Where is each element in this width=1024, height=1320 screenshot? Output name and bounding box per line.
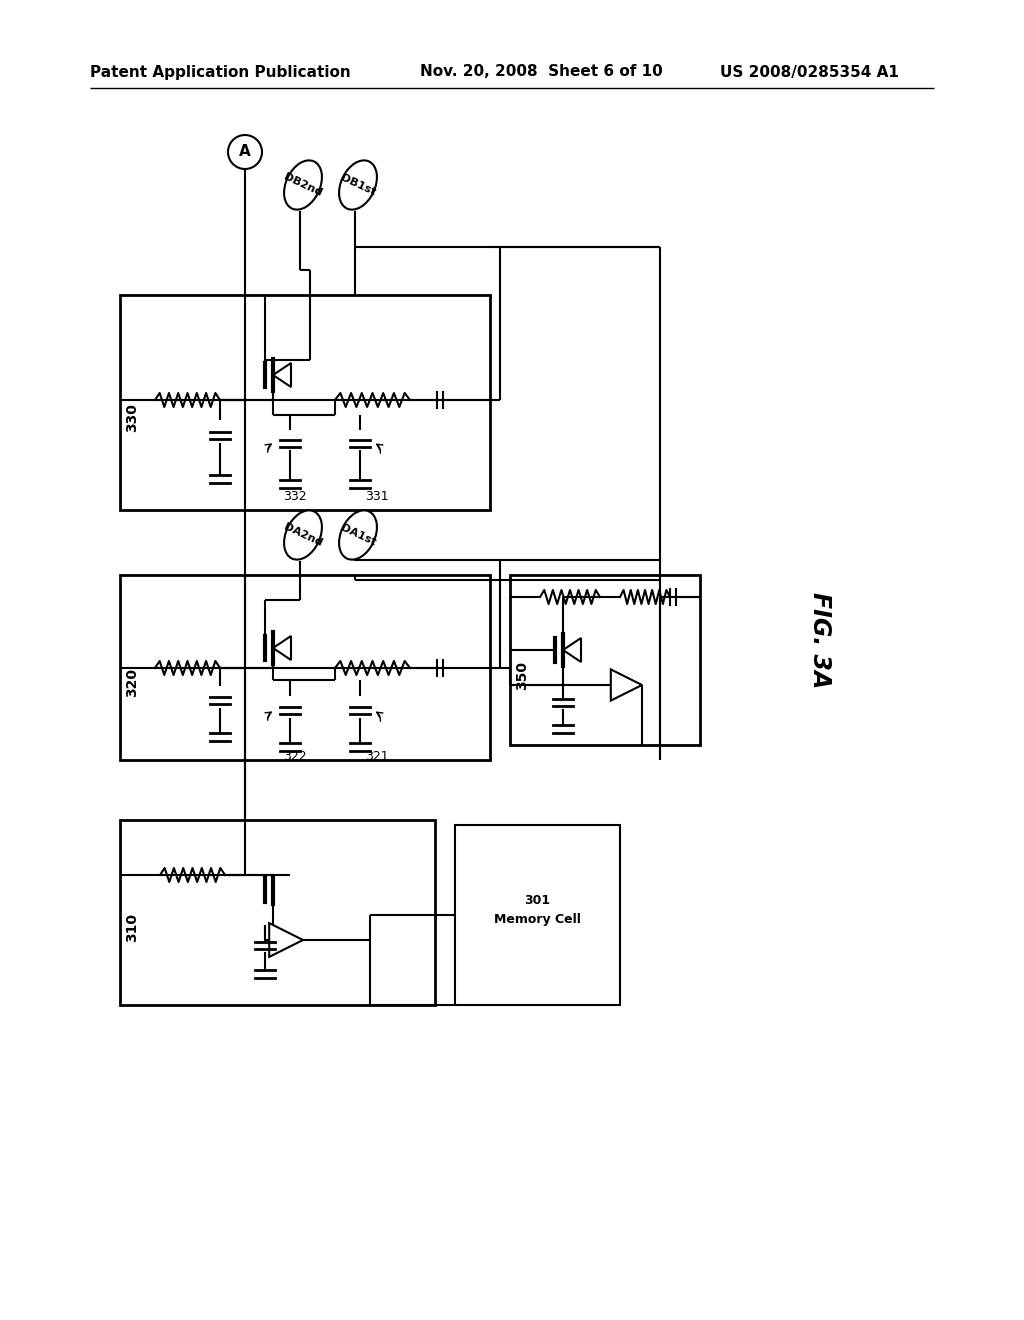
Text: 321: 321 [365, 750, 389, 763]
Text: DB2nd: DB2nd [283, 172, 324, 198]
Text: US 2008/0285354 A1: US 2008/0285354 A1 [720, 65, 899, 79]
Text: DA2nd: DA2nd [283, 521, 324, 548]
Text: A: A [240, 144, 251, 160]
Text: 301
Memory Cell: 301 Memory Cell [494, 895, 581, 925]
Text: Patent Application Publication: Patent Application Publication [90, 65, 351, 79]
Bar [120, 820, 435, 1005]
Bar [120, 576, 490, 760]
Text: DA1st: DA1st [339, 523, 377, 548]
Ellipse shape [284, 511, 322, 560]
Bar [510, 576, 700, 744]
Text: 330: 330 [125, 403, 139, 432]
Text: Nov. 20, 2008  Sheet 6 of 10: Nov. 20, 2008 Sheet 6 of 10 [420, 65, 663, 79]
Ellipse shape [339, 160, 377, 210]
Text: 350: 350 [515, 660, 529, 689]
Circle shape [228, 135, 262, 169]
Text: FIG. 3A: FIG. 3A [808, 591, 831, 688]
Text: DB1st: DB1st [339, 173, 377, 198]
Text: 322: 322 [283, 750, 306, 763]
Bar [120, 294, 490, 510]
Text: 320: 320 [125, 668, 139, 697]
Ellipse shape [284, 160, 322, 210]
Text: 310: 310 [125, 913, 139, 942]
Bar [455, 825, 620, 1005]
Text: 332: 332 [283, 490, 306, 503]
Ellipse shape [339, 511, 377, 560]
Text: 331: 331 [365, 490, 389, 503]
